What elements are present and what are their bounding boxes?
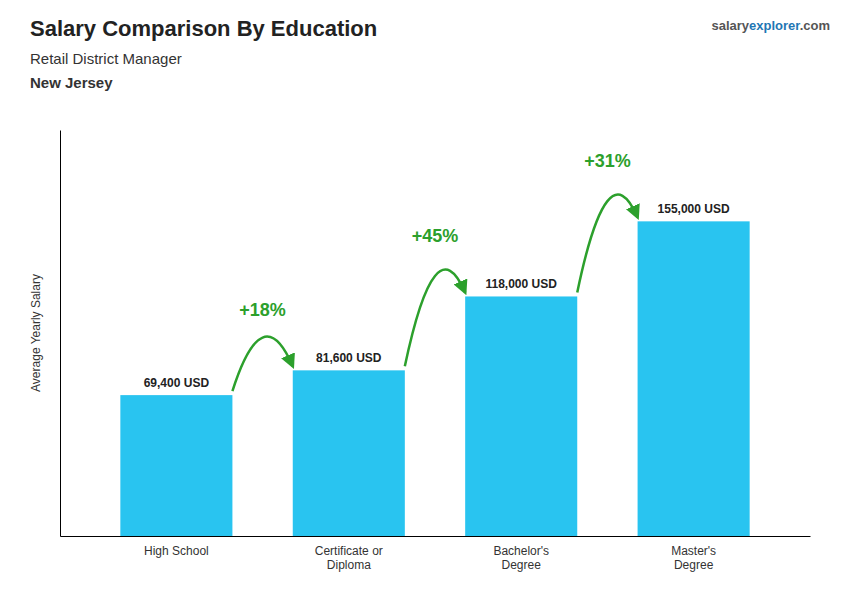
watermark-part: salary	[711, 18, 749, 33]
x-tick: Master'sDegree	[671, 544, 716, 572]
watermark-part: explorer	[749, 18, 800, 33]
x-tick-label-line: Certificate or	[315, 544, 383, 558]
x-tick-label-line: Degree	[674, 558, 714, 572]
x-tick: Bachelor'sDegree	[493, 544, 549, 572]
plot: Average Yearly Salary High School Certific…	[29, 131, 811, 572]
x-tick-label-line: Master's	[671, 544, 716, 558]
data-labels: 69,400 USD 81,600 USD 118,000 USD 155,000 U…	[144, 202, 730, 390]
data-label: 155,000 USD	[658, 202, 730, 216]
location: New Jersey	[30, 74, 113, 91]
chart: Salary Comparison By Education Retail Dis…	[0, 0, 850, 606]
bar	[293, 370, 405, 536]
watermark: salaryexplorer.com	[711, 18, 830, 33]
x-tick-label-line: High School	[144, 544, 209, 558]
annotation: +31%	[584, 151, 631, 171]
x-tick-label: Bachelor'sDegree	[493, 544, 549, 572]
x-tick: Certificate orDiploma	[315, 544, 383, 572]
x-tick-label-line: Degree	[502, 558, 542, 572]
y-axis-line	[60, 131, 61, 537]
x-tick: High School	[144, 544, 209, 558]
subtitle: Retail District Manager	[30, 50, 182, 67]
annotation: +18%	[239, 300, 286, 320]
x-tick-label-line: Diploma	[327, 558, 371, 572]
title: Salary Comparison By Education	[30, 16, 377, 41]
bar	[465, 296, 577, 536]
annotation: +45%	[412, 226, 459, 246]
watermark-part: .com	[800, 18, 830, 33]
x-axis-line	[61, 536, 811, 537]
y-axis-title: Average Yearly Salary	[29, 274, 43, 392]
x-tick-label: High School	[144, 544, 209, 558]
bars	[120, 221, 749, 536]
annotation-arrow	[232, 337, 292, 392]
data-label: 69,400 USD	[144, 376, 210, 390]
data-label: 118,000 USD	[486, 277, 558, 291]
bar	[638, 221, 750, 536]
data-label: 81,600 USD	[316, 351, 382, 365]
annotation-arrow	[405, 270, 465, 367]
x-tick-label: Master'sDegree	[671, 544, 716, 572]
bar	[120, 395, 232, 536]
annotation-arrow	[577, 195, 637, 293]
x-tick-label-line: Bachelor's	[493, 544, 549, 558]
y-axis	[60, 131, 61, 537]
x-tick-label: Certificate orDiploma	[315, 544, 383, 572]
x-axis: High School Certificate orDiploma Bachelor…	[61, 537, 811, 572]
annotations: +18% +45% +31%	[232, 151, 637, 391]
